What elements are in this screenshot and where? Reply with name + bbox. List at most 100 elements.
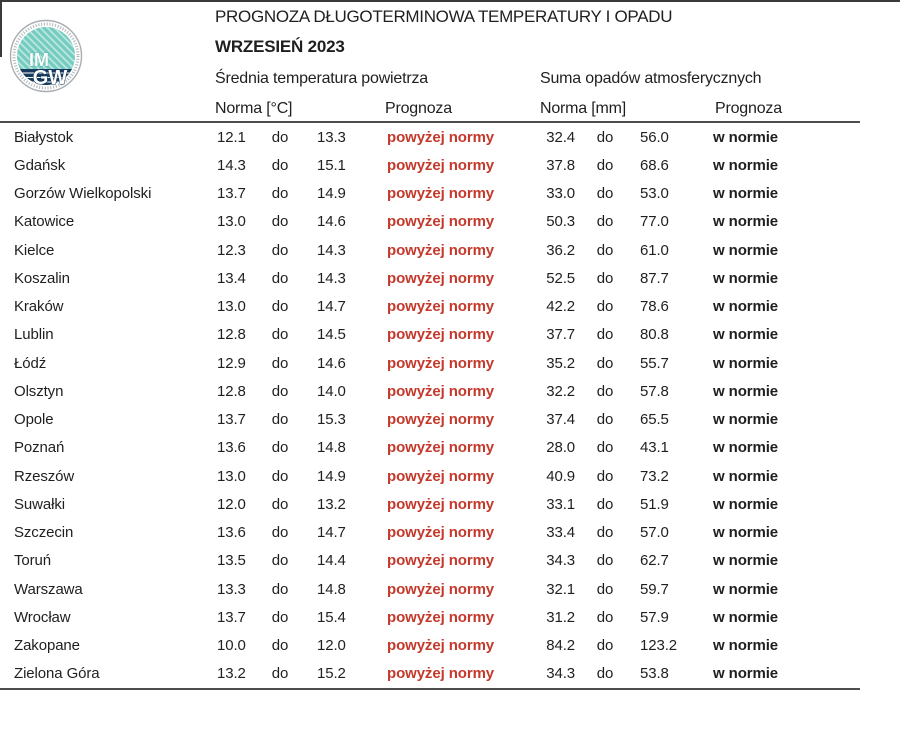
header-rule — [0, 121, 860, 123]
range-separator: do — [271, 128, 289, 146]
range-separator: do — [271, 213, 289, 231]
temp-norm-min: 10.0 — [217, 637, 246, 655]
temp-norm-max: 14.4 — [317, 552, 346, 570]
range-separator: do — [596, 354, 614, 372]
precip-norm-max: 123.2 — [640, 637, 678, 655]
precip-norm-min: 32.2 — [546, 382, 575, 400]
temp-norm-max: 15.2 — [317, 665, 346, 683]
forecast-table-body: Białystok 12.1 do 13.3 powyżej normy 32.… — [0, 123, 900, 688]
temp-forecast: powyżej normy — [387, 298, 495, 316]
range-separator: do — [596, 637, 614, 655]
range-separator: do — [271, 354, 289, 372]
range-separator: do — [596, 495, 614, 513]
precip-forecast: w normie — [713, 580, 779, 598]
temp-norm-min: 12.0 — [217, 495, 246, 513]
temp-forecast: powyżej normy — [387, 552, 495, 570]
range-separator: do — [271, 524, 289, 542]
precip-norm-min: 34.3 — [546, 552, 575, 570]
city-name: Olsztyn — [14, 382, 64, 400]
precip-forecast: w normie — [713, 326, 779, 344]
precip-norm-max: 53.8 — [640, 665, 669, 683]
precip-norm-min: 37.8 — [546, 156, 575, 174]
precip-norm-min: 36.2 — [546, 241, 575, 259]
precip-norm-max: 57.8 — [640, 382, 669, 400]
precip-norm-min: 28.0 — [546, 439, 575, 457]
temp-norm-min: 13.0 — [217, 298, 246, 316]
temp-norm-min: 13.0 — [217, 213, 246, 231]
temp-forecast: powyżej normy — [387, 411, 495, 429]
city-name: Katowice — [14, 213, 75, 231]
table-row: Szczecin 13.6 do 14.7 powyżej normy 33.4… — [0, 519, 900, 547]
temp-norm-min: 12.8 — [217, 326, 246, 344]
temp-norm-max: 14.3 — [317, 269, 346, 287]
range-separator: do — [271, 298, 289, 316]
precip-forecast: w normie — [713, 382, 779, 400]
precip-norm-max: 65.5 — [640, 411, 669, 429]
temp-forecast: powyżej normy — [387, 637, 495, 655]
precip-forecast: w normie — [713, 213, 779, 231]
range-separator: do — [596, 552, 614, 570]
precip-forecast: w normie — [713, 269, 779, 287]
range-separator: do — [271, 580, 289, 598]
temp-norm-max: 14.3 — [317, 241, 346, 259]
temp-norm-min: 13.7 — [217, 411, 246, 429]
temp-norm-max: 14.7 — [317, 524, 346, 542]
temp-forecast: powyżej normy — [387, 524, 495, 542]
table-row: Olsztyn 12.8 do 14.0 powyżej normy 32.2 … — [0, 377, 900, 405]
city-name: Gdańsk — [14, 156, 66, 174]
temp-norm-max: 13.3 — [317, 128, 346, 146]
temp-norm-column-header: Norma [°C] — [215, 100, 293, 117]
precip-norm-min: 52.5 — [546, 269, 575, 287]
range-separator: do — [271, 411, 289, 429]
temp-norm-min: 12.1 — [217, 128, 246, 146]
temp-norm-max: 14.8 — [317, 439, 346, 457]
temp-norm-min: 12.3 — [217, 241, 246, 259]
range-separator: do — [596, 608, 614, 626]
table-row: Koszalin 13.4 do 14.3 powyżej normy 52.5… — [0, 264, 900, 292]
imgw-logo-icon: IM GW — [9, 19, 83, 93]
precip-norm-max: 59.7 — [640, 580, 669, 598]
city-name: Wrocław — [14, 608, 71, 626]
city-name: Lublin — [14, 326, 54, 344]
page-title: PROGNOZA DŁUGOTERMINOWA TEMPERATURY I OP… — [215, 7, 673, 26]
precip-norm-min: 33.1 — [546, 495, 575, 513]
city-name: Białystok — [14, 128, 74, 146]
top-rule — [0, 0, 900, 2]
temp-norm-min: 13.7 — [217, 185, 246, 203]
range-separator: do — [596, 128, 614, 146]
table-row: Łódź 12.9 do 14.6 powyżej normy 35.2 do … — [0, 349, 900, 377]
table-row: Kielce 12.3 do 14.3 powyżej normy 36.2 d… — [0, 236, 900, 264]
precip-forecast: w normie — [713, 495, 779, 513]
range-separator: do — [596, 241, 614, 259]
temp-norm-max: 14.9 — [317, 185, 346, 203]
city-name: Koszalin — [14, 269, 70, 287]
temp-forecast: powyżej normy — [387, 185, 495, 203]
temp-norm-min: 13.6 — [217, 439, 246, 457]
precip-norm-max: 80.8 — [640, 326, 669, 344]
precip-forecast: w normie — [713, 411, 779, 429]
temp-norm-max: 15.1 — [317, 156, 346, 174]
table-row: Gorzów Wielkopolski 13.7 do 14.9 powyżej… — [0, 180, 900, 208]
city-name: Kielce — [14, 241, 55, 259]
precip-forecast: w normie — [713, 156, 779, 174]
precip-norm-max: 56.0 — [640, 128, 669, 146]
precip-forecast: w normie — [713, 665, 779, 683]
precip-forecast: w normie — [713, 552, 779, 570]
temp-forecast-column-header: Prognoza — [385, 100, 452, 117]
bottom-rule — [0, 688, 860, 690]
temp-forecast: powyżej normy — [387, 382, 495, 400]
range-separator: do — [596, 156, 614, 174]
temp-norm-max: 14.9 — [317, 467, 346, 485]
precip-norm-min: 32.1 — [546, 580, 575, 598]
temp-forecast: powyżej normy — [387, 608, 495, 626]
table-row: Warszawa 13.3 do 14.8 powyżej normy 32.1… — [0, 575, 900, 603]
city-name: Opole — [14, 411, 54, 429]
precip-norm-min: 42.2 — [546, 298, 575, 316]
temp-norm-max: 14.6 — [317, 213, 346, 231]
precip-forecast: w normie — [713, 128, 779, 146]
temp-norm-min: 12.9 — [217, 354, 246, 372]
precip-norm-max: 61.0 — [640, 241, 669, 259]
precip-forecast: w normie — [713, 467, 779, 485]
temp-forecast: powyżej normy — [387, 439, 495, 457]
city-name: Kraków — [14, 298, 64, 316]
